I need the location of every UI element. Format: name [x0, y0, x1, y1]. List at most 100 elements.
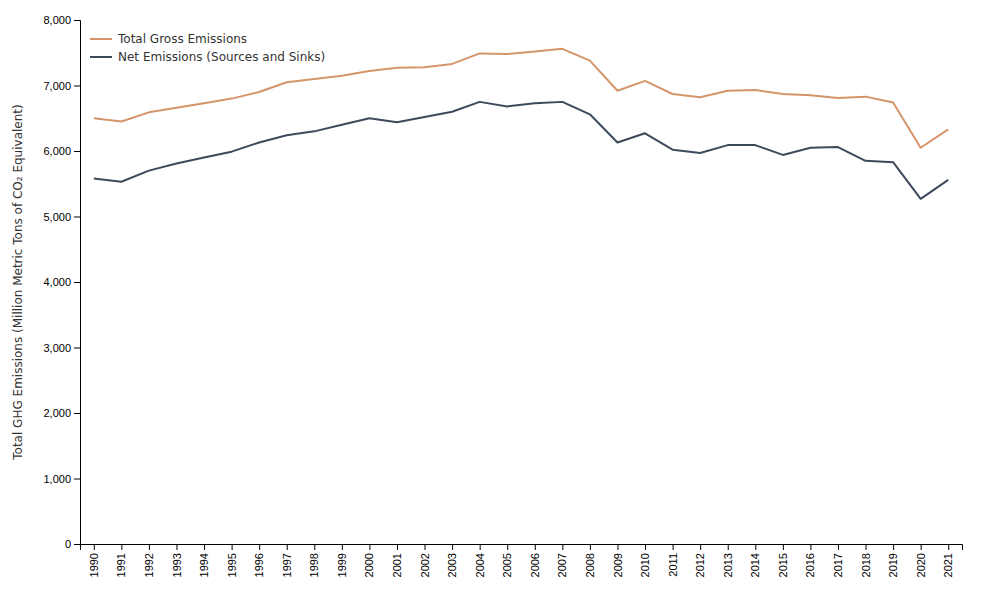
x-tick: 1993	[170, 544, 182, 577]
x-tick-label: 1991	[115, 553, 127, 577]
y-tick-label: 8,000	[43, 14, 71, 26]
x-tick-label: 2004	[474, 553, 486, 577]
x-tick: 2019	[887, 544, 899, 577]
x-axis-line	[81, 545, 963, 551]
y-tick-mark	[74, 151, 80, 152]
x-tick-mark	[342, 544, 343, 550]
x-tick: 2010	[639, 544, 651, 577]
x-tick: 2001	[391, 544, 403, 577]
x-tick: 1998	[308, 544, 320, 577]
x-tick-mark	[590, 544, 591, 550]
x-tick: 1991	[115, 544, 127, 577]
x-tick-mark	[507, 544, 508, 550]
y-tick-label: 6,000	[43, 145, 71, 157]
x-tick-mark	[480, 544, 481, 550]
x-tick: 2009	[611, 544, 623, 577]
x-tick-label: 1992	[143, 553, 155, 577]
x-tick-mark	[259, 544, 260, 550]
x-tick-mark	[121, 544, 122, 550]
y-tick: 7,000	[43, 80, 80, 92]
x-tick-mark	[204, 544, 205, 550]
y-tick-label: 5,000	[43, 211, 71, 223]
lines	[94, 49, 948, 199]
x-tick: 1990	[88, 544, 100, 577]
x-tick-label: 2017	[832, 553, 844, 577]
x-tick-label: 2021	[942, 553, 954, 577]
x-tick-mark	[783, 544, 784, 550]
x-tick-mark	[893, 544, 894, 550]
x-tick-label: 1996	[253, 553, 265, 577]
x-tick-label: 1997	[281, 553, 293, 577]
y-tick: 5,000	[43, 211, 80, 223]
y-tick-label: 7,000	[43, 80, 71, 92]
y-tick-mark	[74, 217, 80, 218]
y-tick: 0	[65, 538, 80, 550]
x-tick: 2018	[860, 544, 872, 577]
y-tick-mark	[74, 479, 80, 480]
x-tick: 2012	[694, 544, 706, 577]
y-tick-label: 0	[65, 538, 71, 550]
legend-swatch	[90, 38, 112, 40]
x-tick-label: 2012	[694, 553, 706, 577]
x-tick-mark	[287, 544, 288, 550]
x-tick-label: 2013	[722, 553, 734, 577]
x-axis: 1990199119921993199419951996199719981999…	[81, 544, 963, 577]
x-tick: 2003	[446, 544, 458, 577]
chart: 1990199119921993199419951996199719981999…	[0, 0, 986, 600]
x-tick: 2005	[501, 544, 513, 577]
x-tick: 1992	[143, 544, 155, 577]
y-tick-label: 1,000	[43, 473, 71, 485]
y-tick: 1,000	[43, 473, 80, 485]
x-tick-label: 1994	[198, 553, 210, 577]
x-tick: 2021	[942, 544, 954, 577]
x-tick-mark	[617, 544, 618, 550]
x-tick: 2000	[363, 544, 375, 577]
x-tick: 1997	[281, 544, 293, 577]
x-tick-mark	[535, 544, 536, 550]
x-tick-mark	[314, 544, 315, 550]
x-tick-label: 2016	[804, 553, 816, 577]
x-tick-label: 2008	[584, 553, 596, 577]
series-line	[94, 102, 948, 199]
x-tick-label: 1995	[226, 553, 238, 577]
y-axis-line	[74, 21, 81, 545]
x-tick-mark	[921, 544, 922, 550]
y-tick: 6,000	[43, 145, 80, 157]
x-tick-label: 1993	[170, 553, 182, 577]
plot: 1990199119921993199419951996199719981999…	[43, 14, 962, 577]
y-axis: 01,0002,0003,0004,0005,0006,0007,0008,00…	[43, 14, 80, 550]
x-tick-mark	[149, 544, 150, 550]
x-tick-mark	[232, 544, 233, 550]
y-tick-mark	[74, 86, 80, 87]
x-tick-label: 2006	[529, 553, 541, 577]
y-tick-label: 2,000	[43, 407, 71, 419]
x-tick: 1995	[226, 544, 238, 577]
x-tick: 2014	[749, 544, 761, 577]
x-tick: 2011	[667, 544, 679, 577]
x-tick: 2008	[584, 544, 596, 577]
y-tick-mark	[74, 348, 80, 349]
x-tick-mark	[369, 544, 370, 550]
x-tick: 1994	[198, 544, 210, 577]
x-tick: 2013	[722, 544, 734, 577]
x-tick-mark	[838, 544, 839, 550]
x-tick-label: 2018	[860, 553, 872, 577]
x-tick-label: 1990	[88, 553, 100, 577]
x-tick-mark	[673, 544, 674, 550]
x-tick-mark	[728, 544, 729, 550]
y-tick-label: 4,000	[43, 276, 71, 288]
x-tick: 2017	[832, 544, 844, 577]
x-tick-mark	[425, 544, 426, 550]
y-tick: 4,000	[43, 276, 80, 288]
x-tick-mark	[645, 544, 646, 550]
x-tick-mark	[176, 544, 177, 550]
y-tick-mark	[74, 282, 80, 283]
x-tick-mark	[866, 544, 867, 550]
x-tick-label: 2000	[363, 553, 375, 577]
x-tick-mark	[755, 544, 756, 550]
legend-item: Net Emissions (Sources and Sinks)	[90, 50, 325, 64]
x-tick-label: 2011	[667, 553, 679, 577]
x-tick-label: 2001	[391, 553, 403, 577]
x-tick: 2015	[777, 544, 789, 577]
x-tick-label: 2020	[915, 553, 927, 577]
